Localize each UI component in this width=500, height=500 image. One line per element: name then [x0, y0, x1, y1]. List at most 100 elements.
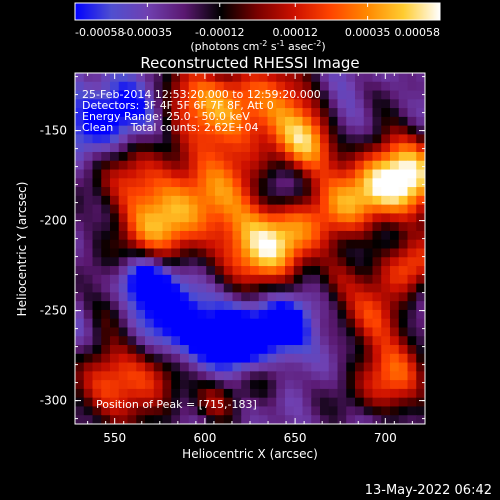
heatmap-cell [110, 222, 120, 232]
heatmap-cell [416, 178, 425, 188]
heatmap-cell [223, 309, 234, 320]
heatmap-cell [241, 345, 251, 355]
heatmap-cell [101, 406, 111, 416]
heatmap-cell [398, 230, 409, 241]
heatmap-cell [223, 274, 234, 285]
heatmap-cell [407, 178, 417, 188]
heatmap-cell [197, 204, 207, 215]
heatmap-cell [311, 230, 321, 241]
heatmap-cell [285, 248, 295, 258]
heatmap-cell [241, 292, 251, 302]
heatmap-cell [407, 345, 417, 355]
heatmap-cell [285, 353, 295, 364]
heatmap-cell [145, 283, 155, 293]
heatmap-cell [180, 90, 190, 100]
heatmap-cell [258, 81, 269, 92]
heatmap-cell [381, 283, 391, 293]
heatmap-cell [250, 239, 260, 250]
heatmap-cell [153, 73, 164, 83]
heatmap-cell [83, 353, 94, 364]
heatmap-cell [136, 81, 146, 92]
heatmap-cell [355, 283, 365, 293]
heatmap-cell [127, 336, 137, 346]
heatmap-cell [311, 151, 321, 162]
heatmap-cell [162, 178, 172, 188]
heatmap-cell [355, 336, 365, 346]
heatmap-cell [337, 222, 347, 232]
heatmap-cell [188, 371, 199, 381]
heatmap-cell [118, 415, 129, 424]
heatmap-cell [276, 195, 286, 206]
heatmap-cell [320, 125, 330, 136]
heatmap-cell [171, 336, 181, 346]
heatmap-cell [206, 406, 216, 416]
heatmap-cell [363, 380, 374, 390]
heatmap-cell [285, 266, 295, 276]
heatmap-cell [197, 195, 207, 206]
heatmap-cell [83, 213, 94, 223]
heatmap-cell [285, 336, 295, 346]
heatmap-cell [398, 336, 409, 346]
heatmap-cell [83, 327, 94, 337]
heatmap-cell [118, 266, 129, 276]
heatmap-cell [337, 99, 347, 109]
heatmap-cell [293, 143, 304, 153]
heatmap-cell [311, 108, 321, 118]
heatmap-cell [390, 415, 400, 424]
heatmap-cell [171, 169, 181, 179]
heatmap-cell [110, 266, 120, 276]
heatmap-cell [285, 108, 295, 118]
heatmap-cell [241, 415, 251, 424]
heatmap-cell [346, 125, 356, 136]
heatmap-cell [250, 292, 260, 302]
heatmap-cell [320, 248, 330, 258]
heatmap-cell [162, 116, 172, 127]
heatmap-cell [136, 187, 146, 197]
heatmap-cell [302, 266, 312, 276]
heatmap-cell [127, 239, 137, 250]
heatmap-cell [206, 178, 216, 188]
heatmap-cell [118, 318, 129, 329]
heatmap-cell [372, 134, 382, 144]
heatmap-cell [267, 380, 277, 390]
heatmap-cell [232, 108, 242, 118]
heatmap-cell [285, 283, 295, 293]
heatmap-cell [311, 143, 321, 153]
heatmap-cell [101, 327, 111, 337]
heatmap-cell [83, 143, 94, 153]
heatmap-cell [127, 257, 137, 267]
heatmap-cell [171, 222, 181, 232]
heatmap-cell [118, 222, 129, 232]
heatmap-cell [92, 257, 102, 267]
heatmap-cell [267, 81, 277, 92]
heatmap-cell [153, 371, 164, 381]
heatmap-cell [180, 388, 190, 399]
heatmap-cell [83, 108, 94, 118]
heatmap-cell [127, 283, 137, 293]
heatmap-cell [390, 134, 400, 144]
heatmap-cell [276, 230, 286, 241]
heatmap-cell [372, 195, 382, 206]
heatmap-cell [215, 257, 225, 267]
heatmap-cell [293, 301, 304, 311]
heatmap-cell [101, 371, 111, 381]
heatmap-cell [206, 108, 216, 118]
heatmap-cell [136, 134, 146, 144]
heatmap-cell [232, 345, 242, 355]
heatmap-cell [276, 353, 286, 364]
heatmap-cell [241, 283, 251, 293]
heatmap-cell [381, 406, 391, 416]
heatmap-cell [232, 169, 242, 179]
heatmap-cell [398, 73, 409, 83]
heatmap-cell [285, 204, 295, 215]
heatmap-cell [197, 318, 207, 329]
heatmap-cell [390, 178, 400, 188]
heatmap-cell [337, 116, 347, 127]
heatmap-cell [407, 73, 417, 83]
heatmap-cell [110, 116, 120, 127]
heatmap-cell [162, 213, 172, 223]
heatmap-cell [328, 108, 339, 118]
heatmap-cell [328, 353, 339, 364]
heatmap-cell [407, 362, 417, 372]
heatmap-cell [92, 169, 102, 179]
